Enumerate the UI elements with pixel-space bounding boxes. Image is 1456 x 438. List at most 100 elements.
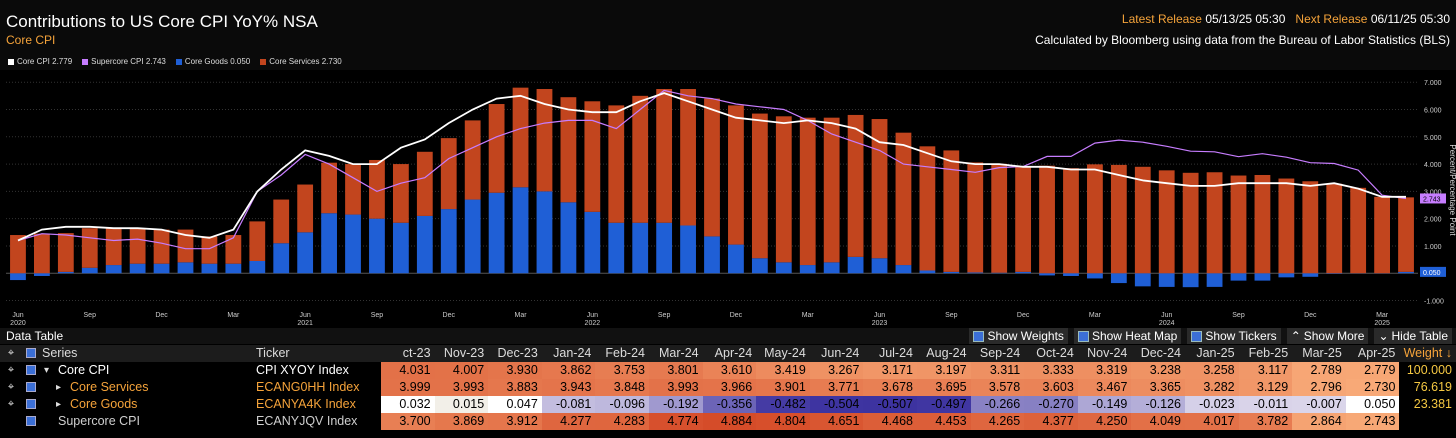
date-column-header[interactable]: Apr-24 [714,346,753,360]
expand-arrow-icon[interactable]: ▸ [56,399,62,410]
data-cell: 3.238 [1131,362,1185,379]
expand-arrow-icon[interactable]: ▾ [44,365,50,376]
row-checkbox[interactable] [26,365,36,375]
crosshair-icon[interactable]: ⌖ [7,381,15,393]
data-cell: 3.943 [541,379,596,396]
expand-arrow-icon[interactable]: ▸ [56,382,62,393]
date-column-header[interactable]: Mar-25 [1302,346,1342,360]
row-checkbox[interactable] [26,382,36,392]
legend-item-supercore-cpi[interactable]: Supercore CPI 2.743 [82,57,166,66]
bar-core-goods [704,236,720,274]
date-column-header[interactable]: Jan-24 [553,346,592,360]
row-checkbox[interactable] [26,399,36,409]
date-column-header[interactable]: Jul-24 [878,346,913,360]
bar-core-goods [1110,273,1127,284]
ticker-column-header[interactable]: Ticker [256,346,290,360]
date-column-header[interactable]: Aug-24 [926,346,967,360]
bar-core-goods [1182,273,1199,288]
weight-column-header[interactable]: Weight ↓ [1403,346,1452,360]
date-column-header[interactable]: Sep-24 [979,346,1021,360]
crosshair-icon[interactable]: ⌖ [7,347,15,359]
show-weights-toggle[interactable]: Show Weights [969,328,1068,344]
latest-release-label: Latest Release [1121,12,1202,26]
date-column-header[interactable]: Apr-25 [1357,346,1396,360]
line-supercore-cpi [17,89,1407,250]
bar-core-services [823,117,840,263]
bar-core-services [536,89,553,192]
x-tick-year-label: 2025 [1374,320,1390,327]
legend-label: Core CPI 2.779 [17,57,73,66]
legend-item-core-services[interactable]: Core Services 2.730 [260,57,342,66]
data-cell: -0.149 [1077,396,1132,413]
select-all-checkbox[interactable] [26,348,36,358]
date-column-header[interactable]: Nov-23 [443,346,485,360]
date-column-header[interactable]: Dec-23 [497,346,538,360]
bar-core-goods [919,270,936,274]
data-cell: 3.129 [1238,379,1293,396]
date-column-header[interactable]: Nov-24 [1087,346,1128,360]
date-column-header[interactable]: Jan-25 [1196,346,1235,360]
series-column-header[interactable]: Series [42,346,78,360]
y-tick-label: 1.000 [1424,244,1442,251]
bar-core-services [1374,196,1390,274]
bar-core-services [1015,165,1032,272]
double-chevron-down-icon: ⌄ [1378,329,1389,343]
date-column-header[interactable]: Feb-25 [1248,346,1289,360]
table-row[interactable]: ⌖ ▾ Core CPI CPI XYOY Index 4.031 4.007 3.930 3… [0,362,1456,379]
data-cell: 3.862 [541,362,596,379]
data-cell: 2.796 [1292,379,1346,396]
bar-core-services [1158,170,1175,274]
date-column-header[interactable]: May-24 [764,346,806,360]
legend-item-core-cpi[interactable]: Core CPI 2.779 [8,57,72,66]
bar-core-goods [105,265,122,274]
bar-core-services [1230,175,1247,274]
crosshair-icon[interactable]: ⌖ [7,398,15,410]
data-cell: -0.007 [1292,396,1346,413]
last-value-tag [1420,266,1446,277]
bar-core-services [345,164,361,215]
date-column-header[interactable]: Jun-24 [821,346,860,360]
bar-core-services [656,89,673,223]
bar-core-goods [1278,273,1295,278]
bar-core-services [1134,166,1151,274]
date-column-header[interactable]: Mar-24 [659,346,699,360]
y-axis-label: Percent/Percentage Point [1448,144,1456,236]
table-row[interactable]: ⌖ ▸ Core Services ECANG0HH Index 3.999 3.993 3… [0,379,1456,396]
bar-core-services [273,199,290,244]
date-column-header[interactable]: Feb-24 [605,346,645,360]
x-tick-label: Dec [155,312,168,319]
data-cell: 3.467 [1077,379,1132,396]
date-column-header[interactable]: Dec-24 [1140,346,1181,360]
hide-table-button[interactable]: ⌄ Hide Table [1374,328,1452,344]
data-cell: 3.365 [1131,379,1185,396]
control-label: Show Heat Map [1091,329,1178,343]
table-row[interactable]: ⌖ ▸ Core Goods ECANYA4K Index 0.032 0.015 0.04… [0,396,1456,413]
date-column-header[interactable]: ct-23 [402,346,431,360]
y-tick-label: 3.000 [1424,189,1442,196]
data-cell: 4.651 [809,413,864,430]
double-chevron-icon: ⌃ [1290,329,1301,343]
x-tick-label: Jun [1161,312,1172,319]
bar-core-goods [584,211,601,274]
data-cell: 3.912 [488,413,542,430]
show-tickers-toggle[interactable]: Show Tickers [1187,328,1281,344]
x-tick-year-label: 2021 [297,320,313,327]
show-more-button[interactable]: ⌃ Show More [1286,328,1369,344]
data-cell: -0.497 [917,396,971,413]
show-heat-map-toggle[interactable]: Show Heat Map [1073,328,1182,344]
date-column-header[interactable]: Oct-24 [1036,346,1074,360]
bar-core-services [632,95,649,223]
series-name: Core Goods [70,397,138,411]
row-checkbox[interactable] [26,416,36,426]
x-tick-label: Mar [1089,312,1102,319]
data-cell: 4.453 [917,413,971,430]
data-cell: 2.864 [1292,413,1346,430]
stacked-bar-chart[interactable]: -1.000 1.000 2.000 3.000 4.000 5.000 6.000 7.00… [0,70,1456,328]
table-row[interactable]: Supercore CPI ECANYJQV Index 3.700 3.869 3.9… [0,413,1456,430]
bar-core-goods [943,271,960,274]
data-cell: -0.023 [1185,396,1239,413]
bar-core-services [1182,172,1199,274]
legend-item-core-goods[interactable]: Core Goods 0.050 [175,57,250,66]
crosshair-icon[interactable]: ⌖ [7,364,15,376]
bar-core-services [1350,187,1367,274]
